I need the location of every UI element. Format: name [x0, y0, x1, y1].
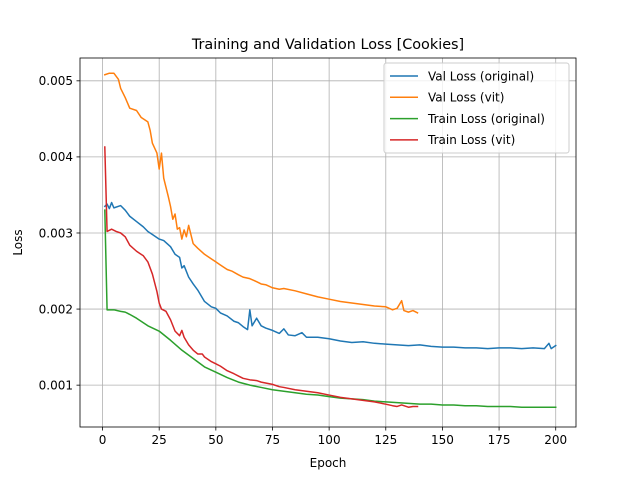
legend-label: Val Loss (vit)	[428, 91, 504, 105]
chart-title: Training and Validation Loss [Cookies]	[191, 37, 464, 53]
y-tick-label: 0.003	[39, 226, 73, 240]
x-tick-label: 125	[374, 433, 397, 447]
x-tick-label: 0	[99, 433, 107, 447]
series-line-val-loss-vit	[103, 72, 419, 314]
series-line-train-loss-original	[104, 209, 557, 408]
legend-label: Train Loss (vit)	[427, 133, 515, 147]
legend-label: Val Loss (original)	[428, 69, 534, 83]
series-lines	[103, 72, 557, 408]
legend: Val Loss (original) Val Loss (vit) Train L…	[383, 62, 570, 154]
y-axis-label: Loss	[11, 229, 25, 255]
legend-box	[383, 62, 570, 154]
legend-label: Train Loss (original)	[427, 112, 545, 126]
plot-frame	[79, 57, 577, 428]
y-tick-label: 0.005	[39, 74, 73, 88]
y-tick-label: 0.002	[39, 302, 73, 316]
x-tick-label: 100	[318, 433, 341, 447]
axis-ticks: 0 25 50 75 100 125 150 175 200 0.001 0.002 0.003 0.0…	[39, 74, 568, 447]
x-tick-label: 150	[431, 433, 454, 447]
x-tick-label: 50	[208, 433, 223, 447]
x-tick-label: 200	[544, 433, 567, 447]
series-line-val-loss-original	[103, 201, 557, 350]
y-tick-label: 0.001	[39, 378, 73, 392]
series-line-train-loss-vit	[104, 146, 419, 408]
y-tick-label: 0.004	[39, 150, 73, 164]
x-tick-label: 175	[488, 433, 511, 447]
x-tick-label: 75	[265, 433, 280, 447]
x-axis-label: Epoch	[310, 456, 347, 470]
x-tick-label: 25	[152, 433, 167, 447]
